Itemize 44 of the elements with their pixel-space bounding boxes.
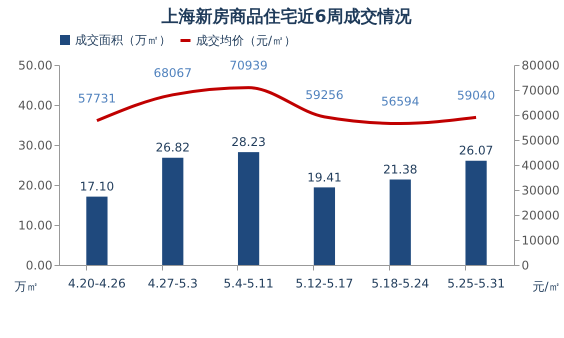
data-label: 56594 bbox=[381, 94, 420, 109]
y2-axis-title: 元/㎡ bbox=[532, 280, 561, 294]
y2-tick-label: 70000 bbox=[522, 84, 560, 98]
y2-tick-label: 80000 bbox=[522, 58, 560, 72]
y-axis-title: 万㎡ bbox=[14, 280, 38, 294]
x-tick-label: 4.27-5.3 bbox=[148, 276, 198, 290]
y-tick-label: 50.00 bbox=[18, 58, 52, 72]
data-label: 57731 bbox=[78, 92, 116, 106]
data-label: 21.38 bbox=[383, 162, 418, 176]
chart-title: 上海新房商品住宅近6周成交情况 bbox=[160, 7, 412, 27]
data-label: 68067 bbox=[154, 66, 192, 80]
data-label: 70939 bbox=[229, 58, 268, 73]
y2-tick-label: 0 bbox=[522, 258, 530, 272]
bar bbox=[86, 196, 108, 265]
bar bbox=[238, 152, 260, 265]
bar bbox=[314, 187, 336, 265]
data-label: 59040 bbox=[456, 88, 496, 102]
bar bbox=[162, 158, 184, 265]
data-label: 26.07 bbox=[458, 144, 494, 158]
x-tick-label: 4.20-4.26 bbox=[68, 276, 126, 290]
y-tick-label: 10.00 bbox=[18, 218, 52, 232]
x-tick-label: 5.4-5.11 bbox=[224, 276, 274, 290]
legend-label: 成交面积（万㎡） bbox=[75, 33, 171, 47]
y2-tick-label: 40000 bbox=[522, 158, 560, 172]
y2-tick-label: 10000 bbox=[522, 234, 560, 248]
data-label: 28.23 bbox=[231, 135, 266, 150]
y2-tick-label: 50000 bbox=[522, 134, 560, 148]
bar bbox=[465, 160, 487, 265]
y-tick-label: 40.00 bbox=[18, 98, 52, 112]
y2-tick-label: 30000 bbox=[522, 184, 560, 198]
bar bbox=[390, 179, 411, 265]
data-label: 19.41 bbox=[307, 170, 342, 184]
x-tick-label: 5.25-5.31 bbox=[447, 276, 505, 290]
x-tick-label: 5.18-5.24 bbox=[371, 276, 430, 290]
y2-tick-label: 60000 bbox=[522, 108, 560, 122]
y-tick-label: 30.00 bbox=[18, 138, 52, 152]
y2-tick-label: 20000 bbox=[522, 208, 560, 222]
y-tick-label: 20.00 bbox=[18, 178, 52, 192]
data-label: 17.10 bbox=[80, 180, 114, 194]
data-label: 59256 bbox=[305, 88, 344, 102]
data-label: 26.82 bbox=[156, 140, 190, 155]
y-tick-label: 0.00 bbox=[26, 258, 52, 272]
x-tick-label: 5.12-5.17 bbox=[296, 276, 354, 290]
legend-label: 成交均价（元/㎡） bbox=[196, 34, 296, 48]
